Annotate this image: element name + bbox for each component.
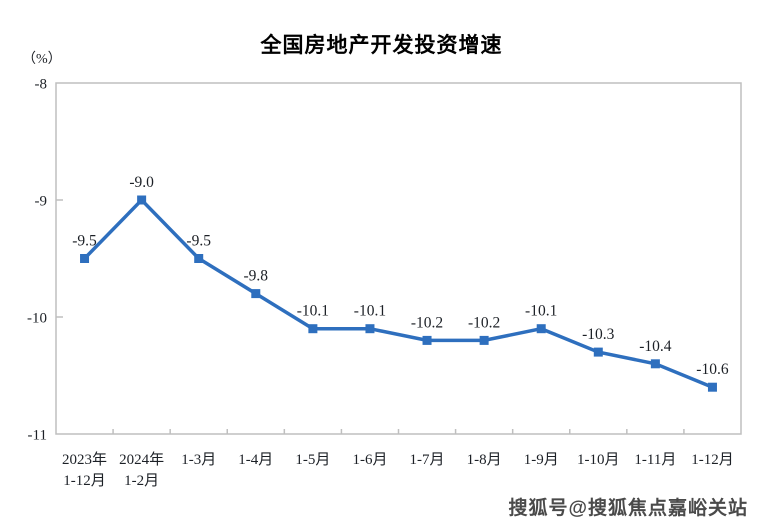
x-axis-label: 1-9月 bbox=[524, 452, 559, 468]
data-point-marker bbox=[80, 254, 90, 263]
data-point-label: -10.1 bbox=[354, 303, 386, 320]
x-axis-label: 1-3月 bbox=[181, 452, 216, 468]
y-axis-tick-label: -11 bbox=[28, 427, 47, 443]
data-point-marker bbox=[308, 324, 318, 334]
data-point-label: -10.6 bbox=[696, 361, 729, 378]
data-point-marker bbox=[137, 195, 147, 205]
chart-title: 全国房地产开发投资增速 bbox=[260, 34, 503, 57]
x-axis-label: 1-12月 bbox=[63, 473, 106, 489]
data-point-marker bbox=[479, 335, 489, 345]
data-point-label: -9.0 bbox=[129, 174, 154, 191]
x-axis-label: 1-7月 bbox=[410, 452, 445, 468]
data-point-marker bbox=[365, 324, 375, 334]
data-point-marker bbox=[593, 347, 603, 357]
plot-border bbox=[55, 82, 742, 435]
data-point-label: -10.1 bbox=[525, 303, 557, 320]
data-point-label: -10.2 bbox=[411, 314, 443, 331]
x-axis-label: 1-4月 bbox=[238, 452, 273, 468]
data-point-marker bbox=[422, 335, 432, 345]
data-point-label: -10.2 bbox=[468, 314, 500, 331]
watermark-text: 搜狐号@搜狐焦点嘉峪关站 bbox=[508, 498, 748, 519]
x-axis-label: 1-2月 bbox=[124, 473, 159, 489]
x-axis-label: 2023年 bbox=[62, 451, 107, 468]
data-point-label: -10.4 bbox=[639, 338, 672, 355]
x-axis-label: 1-6月 bbox=[352, 452, 387, 468]
trend-line bbox=[83, 197, 714, 389]
y-axis-tick-label: -8 bbox=[35, 76, 48, 92]
data-point-label: -9.8 bbox=[244, 268, 269, 285]
x-axis-label: 1-5月 bbox=[295, 452, 330, 468]
x-axis-label: 1-8月 bbox=[467, 452, 502, 468]
x-axis-label: 1-10月 bbox=[577, 452, 620, 468]
data-point-label: -9.5 bbox=[72, 233, 97, 250]
y-axis-tick-label: -9 bbox=[35, 193, 48, 209]
y-axis-unit-label: （%） bbox=[22, 52, 62, 67]
data-point-marker bbox=[650, 359, 660, 369]
data-point-label: -10.1 bbox=[297, 303, 329, 320]
x-axis-label: 2024年 bbox=[119, 451, 164, 468]
y-axis-tick-label: -10 bbox=[27, 310, 47, 326]
x-axis-label: 1-11月 bbox=[634, 452, 676, 468]
data-point-label: -10.3 bbox=[582, 326, 615, 343]
data-point-label: -9.5 bbox=[186, 233, 211, 250]
data-point-marker bbox=[194, 254, 204, 263]
data-point-marker bbox=[536, 324, 546, 334]
data-point-marker bbox=[707, 382, 717, 392]
x-axis-label: 1-12月 bbox=[691, 452, 734, 468]
data-point-marker bbox=[251, 289, 261, 299]
